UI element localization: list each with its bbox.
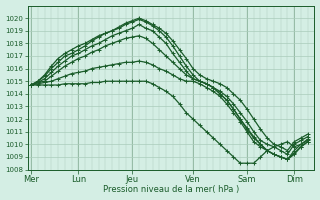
X-axis label: Pression niveau de la mer( hPa ): Pression niveau de la mer( hPa ) (103, 185, 239, 194)
